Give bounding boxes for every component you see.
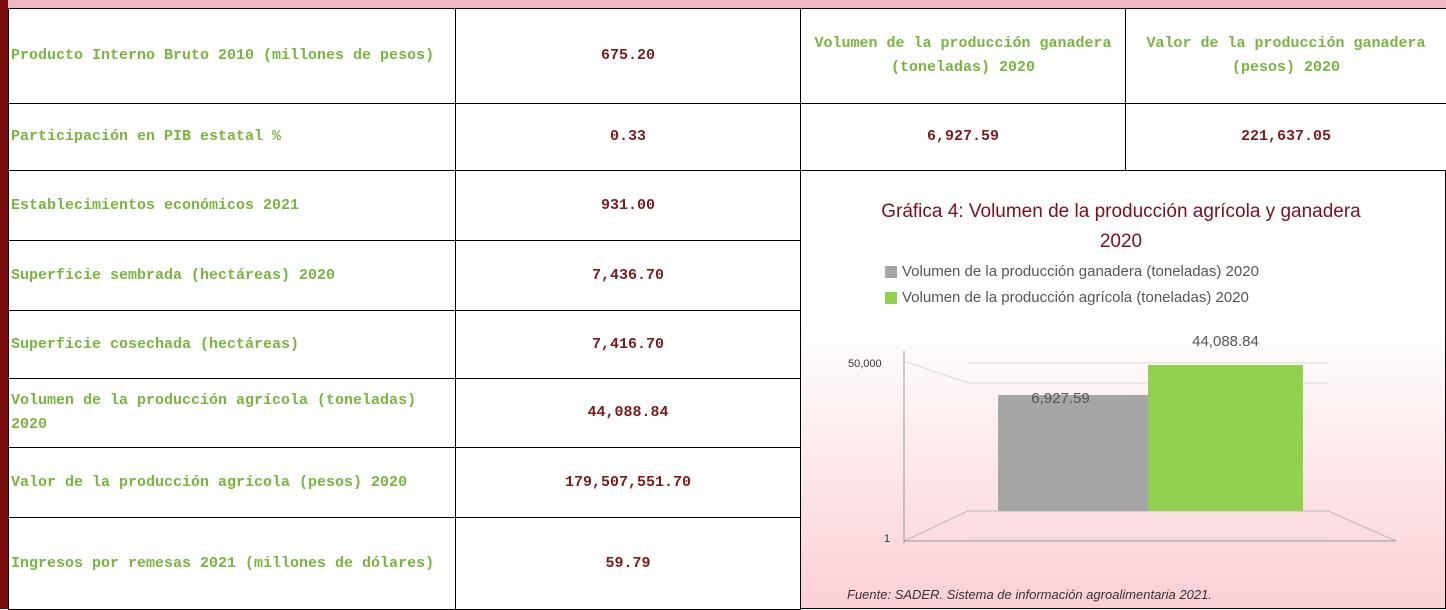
cell-value: 221,637.05: [1125, 103, 1446, 171]
bar: [998, 394, 1153, 511]
row-label: Ingresos por remesas 2021 (millones de d…: [8, 517, 456, 610]
legend-swatch: [885, 291, 897, 304]
bar: [1148, 365, 1303, 511]
legend-label: Volumen de la producción ganadera (tonel…: [902, 263, 1259, 280]
chart-title: Gráfica 4: Volumen de la producción agrí…: [881, 201, 1361, 252]
top-strip: [0, 0, 1446, 8]
cell-value: 7,436.70: [455, 240, 801, 311]
cell-value: 675.20: [455, 8, 801, 104]
column-header: Valor de la producción ganadera (pesos) …: [1125, 8, 1446, 104]
row-label: Establecimientos económicos 2021: [8, 170, 456, 241]
cell-value: 0.33: [455, 103, 801, 171]
row-label: Superficie cosechada (hectáreas): [8, 310, 456, 379]
cell-value: 7,416.70: [455, 310, 801, 379]
row-label: Producto Interno Bruto 2010 (millones de…: [8, 8, 456, 104]
row-label: Volumen de la producción agrícola (tonel…: [8, 378, 456, 448]
cell-value: 179,507,551.70: [455, 447, 801, 518]
data-label: 6,927.59: [1031, 390, 1089, 407]
legend-item: Volumen de la producción ganadera (tonel…: [885, 263, 1259, 280]
data-label: 44,088.84: [1192, 333, 1259, 350]
legend-label: Volumen de la producción agrícola (tonel…: [902, 289, 1249, 306]
row-label: Valor de la producción agrícola (pesos) …: [8, 447, 456, 518]
row-label: Participación en PIB estatal %: [8, 103, 456, 171]
cell-value: 6,927.59: [800, 103, 1126, 171]
legend-item: Volumen de la producción agrícola (tonel…: [885, 289, 1249, 306]
plot: 1 50,000 6,927.59 44,088.84: [848, 333, 1397, 545]
left-border: [0, 0, 8, 609]
cell-value: 59.79: [455, 517, 801, 610]
floor: [903, 510, 1397, 542]
cell-value: 931.00: [455, 170, 801, 241]
cell-value: 44,088.84: [455, 378, 801, 448]
column-header: Volumen de la producción ganadera (tonel…: [800, 8, 1126, 104]
legend-swatch: [885, 265, 897, 278]
y-tick-label: 1: [884, 533, 890, 545]
row-label: Superficie sembrada (hectáreas) 2020: [8, 240, 456, 311]
y-tick-label: 50,000: [848, 358, 882, 370]
chart-panel: Gráfica 4: Volumen de la producción agrí…: [800, 170, 1446, 609]
source-note: Fuente: SADER. Sistema de información ag…: [847, 587, 1212, 602]
